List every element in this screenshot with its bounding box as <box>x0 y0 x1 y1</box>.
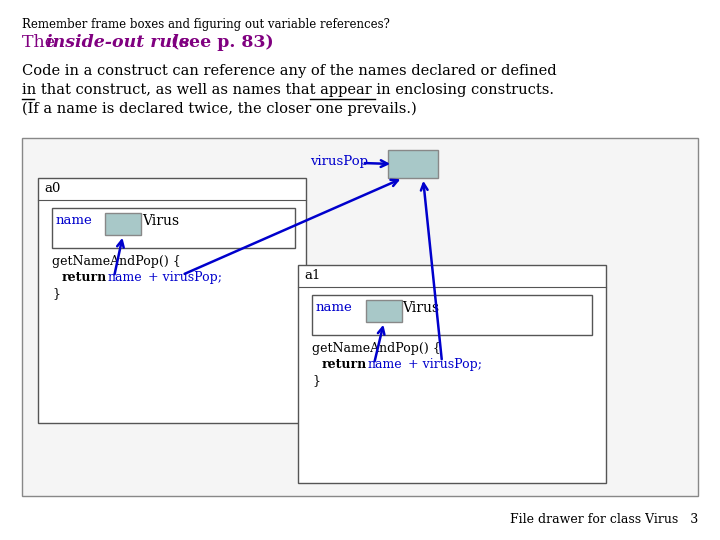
Text: The: The <box>22 34 60 51</box>
Text: File drawer for class Virus   3: File drawer for class Virus 3 <box>510 513 698 526</box>
Text: name: name <box>108 271 143 284</box>
Text: Remember frame boxes and figuring out variable references?: Remember frame boxes and figuring out va… <box>22 18 390 31</box>
Text: (If a name is declared twice, the closer one prevails.): (If a name is declared twice, the closer… <box>22 102 417 117</box>
Bar <box>22 138 698 496</box>
Text: name: name <box>316 301 353 314</box>
Text: Virus: Virus <box>142 214 179 228</box>
Bar <box>312 295 592 335</box>
Text: + virusPop;: + virusPop; <box>144 271 222 284</box>
Text: name: name <box>56 214 93 227</box>
Text: a0: a0 <box>44 182 60 195</box>
Text: getNameAndPop() {: getNameAndPop() { <box>312 342 441 355</box>
Text: }: } <box>312 374 320 387</box>
Bar <box>298 265 606 483</box>
Text: (see p. 83): (see p. 83) <box>165 34 274 51</box>
Text: inside-out rule: inside-out rule <box>46 34 189 51</box>
Text: in that construct, as well as names that appear in enclosing constructs.: in that construct, as well as names that… <box>22 83 554 97</box>
Text: Code in a construct can reference any of the names declared or defined: Code in a construct can reference any of… <box>22 64 557 78</box>
Text: getNameAndPop() {: getNameAndPop() { <box>52 255 181 268</box>
Text: }: } <box>52 287 60 300</box>
Bar <box>366 300 402 322</box>
Text: return: return <box>62 271 107 284</box>
Bar <box>38 178 306 423</box>
Text: return: return <box>322 358 367 371</box>
Bar <box>388 150 438 178</box>
Text: Virus: Virus <box>402 301 439 315</box>
Text: virusPop: virusPop <box>310 155 368 168</box>
Text: a1: a1 <box>304 269 320 282</box>
Bar <box>52 208 295 248</box>
Bar <box>105 213 141 235</box>
Text: name: name <box>368 358 402 371</box>
Text: + virusPop;: + virusPop; <box>404 358 482 371</box>
